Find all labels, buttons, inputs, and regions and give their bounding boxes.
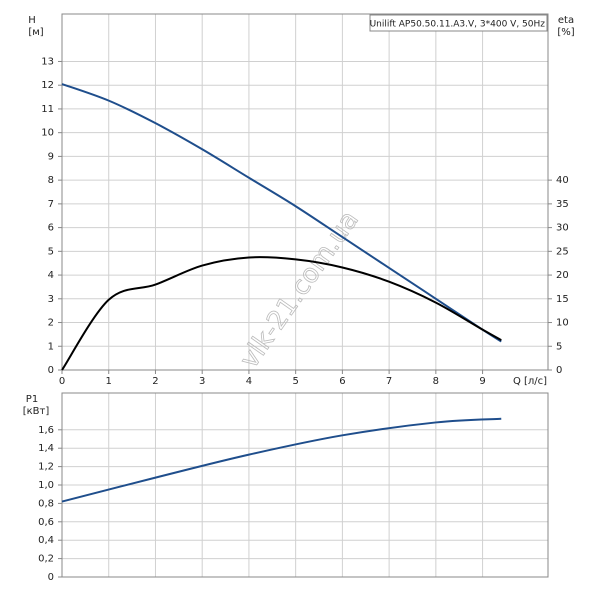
- y-tick-label: 11: [41, 104, 54, 115]
- y-tick-label: 4: [48, 270, 54, 281]
- x-tick-label: 0: [59, 376, 65, 387]
- y-tick-label: 1,2: [38, 462, 54, 473]
- curve: [61, 83, 502, 343]
- watermark: vlk-21.com.ua: [234, 205, 364, 373]
- y2-tick-label: 35: [556, 199, 569, 210]
- y2-tick-label: 15: [556, 294, 569, 305]
- y-tick-label: 8: [48, 175, 54, 186]
- y-tick-label: 0: [48, 365, 54, 376]
- y-tick-label: 6: [48, 223, 54, 234]
- x-tick-label: 1: [106, 376, 112, 387]
- y2-tick-label: 40: [556, 175, 569, 186]
- y-tick-label: 13: [41, 56, 54, 67]
- y-tick-label: 9: [48, 151, 54, 162]
- y-tick-label: 0,2: [38, 554, 54, 565]
- x-tick-label: 4: [246, 376, 252, 387]
- title-box: [369, 14, 548, 32]
- y-tick-label: 0,4: [38, 535, 54, 546]
- y-tick-label: 5: [48, 246, 54, 257]
- y2-tick-label: 10: [556, 318, 569, 329]
- y2-tick-label: 20: [556, 270, 569, 281]
- curve: [61, 256, 502, 371]
- y2-tick-label: 0: [556, 365, 562, 376]
- x-tick-label: 2: [152, 376, 158, 387]
- plot-frame: [61, 13, 549, 371]
- y-axis-label: P1: [26, 394, 38, 405]
- y2-tick-label: 25: [556, 246, 569, 257]
- x-tick-label: 8: [433, 376, 439, 387]
- y-tick-label: 0,8: [38, 498, 54, 509]
- y-tick-label: 1,6: [38, 425, 54, 436]
- curve: [61, 417, 502, 503]
- chart-title: Unilift AP50.50.11.A3.V, 3*400 V, 50Hz: [370, 20, 546, 30]
- x-axis-label: Q [л/с]: [513, 376, 547, 387]
- y2-axis-unit: [%]: [557, 27, 574, 38]
- y-axis-label: H: [28, 15, 36, 26]
- y2-tick-label: 5: [556, 341, 562, 352]
- y-tick-label: 7: [48, 199, 54, 210]
- y-tick-label: 10: [41, 128, 54, 139]
- y2-tick-label: 30: [556, 223, 569, 234]
- y-tick-label: 1,0: [38, 480, 54, 491]
- x-tick-label: 6: [339, 376, 345, 387]
- x-tick-label: 7: [386, 376, 392, 387]
- y-tick-label: 1,4: [38, 443, 54, 454]
- x-tick-label: 3: [199, 376, 205, 387]
- y-tick-label: 12: [41, 80, 54, 91]
- y2-axis-label: eta: [558, 15, 574, 26]
- x-tick-label: 5: [292, 376, 298, 387]
- y-axis-unit: [м]: [28, 27, 43, 38]
- y-tick-label: 3: [48, 294, 54, 305]
- y-tick-label: 1: [48, 341, 54, 352]
- x-tick-label: 9: [479, 376, 485, 387]
- y-tick-label: 0: [48, 572, 54, 583]
- y-axis-unit: [кВт]: [23, 406, 50, 417]
- y-tick-label: 0,6: [38, 517, 54, 528]
- y-tick-label: 2: [48, 318, 54, 329]
